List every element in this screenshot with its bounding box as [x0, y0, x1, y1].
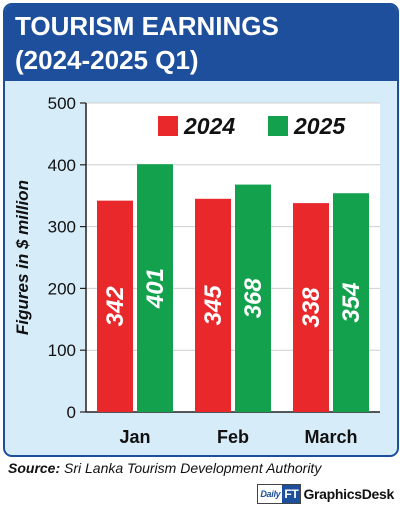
y-tick-label: 500 [48, 94, 76, 113]
source-label: Source: [8, 460, 61, 476]
data-label: 354 [338, 283, 365, 323]
bar-2025-Jan [137, 164, 173, 412]
x-tick-label: Feb [217, 427, 249, 447]
daily-ft-logo: Daily FT [257, 484, 302, 504]
credit-text: GraphicsDesk [303, 486, 394, 502]
chart-title-line1: TOURISM EARNINGS [15, 11, 279, 41]
logo-ft-text: FT [282, 485, 301, 503]
y-tick-label: 100 [48, 341, 76, 360]
y-axis-label: Figures in $ million [13, 180, 32, 335]
legend-swatch-2025 [268, 116, 288, 136]
bar-chart: 0 100 200 300 400 500 Figures in $ million 342 4… [13, 94, 380, 447]
y-tick-label: 400 [48, 156, 76, 175]
bar-2024-Feb [195, 198, 231, 412]
data-label: 401 [142, 268, 169, 309]
bar-2025-March [333, 193, 369, 412]
bar-2024-Jan [97, 200, 133, 412]
data-label: 338 [298, 287, 325, 328]
title-bar: TOURISM EARNINGS (2024-2025 Q1) [5, 5, 397, 81]
source-text: Sri Lanka Tourism Development Authority [64, 460, 322, 476]
source-note: Source: Sri Lanka Tourism Development Au… [8, 460, 321, 476]
x-tick-label: March [304, 427, 357, 447]
graphics-credit: Daily FT GraphicsDesk [257, 484, 394, 504]
data-label: 345 [200, 285, 227, 326]
logo-daily-text: Daily [260, 489, 281, 499]
y-tick-label: 0 [67, 403, 76, 422]
chart-title-line2: (2024-2025 Q1) [15, 45, 199, 75]
data-label: 368 [240, 278, 267, 319]
y-tick-label: 300 [48, 218, 76, 237]
y-tick-label: 200 [48, 279, 76, 298]
legend-label-2025: 2025 [293, 113, 346, 139]
x-tick-label: Jan [119, 427, 150, 447]
plot-area [86, 103, 380, 412]
data-label: 342 [102, 286, 129, 327]
legend-label-2024: 2024 [183, 113, 235, 139]
legend-swatch-2024 [158, 116, 178, 136]
bar-2024-March [293, 203, 329, 412]
bar-2025-Feb [235, 184, 271, 412]
